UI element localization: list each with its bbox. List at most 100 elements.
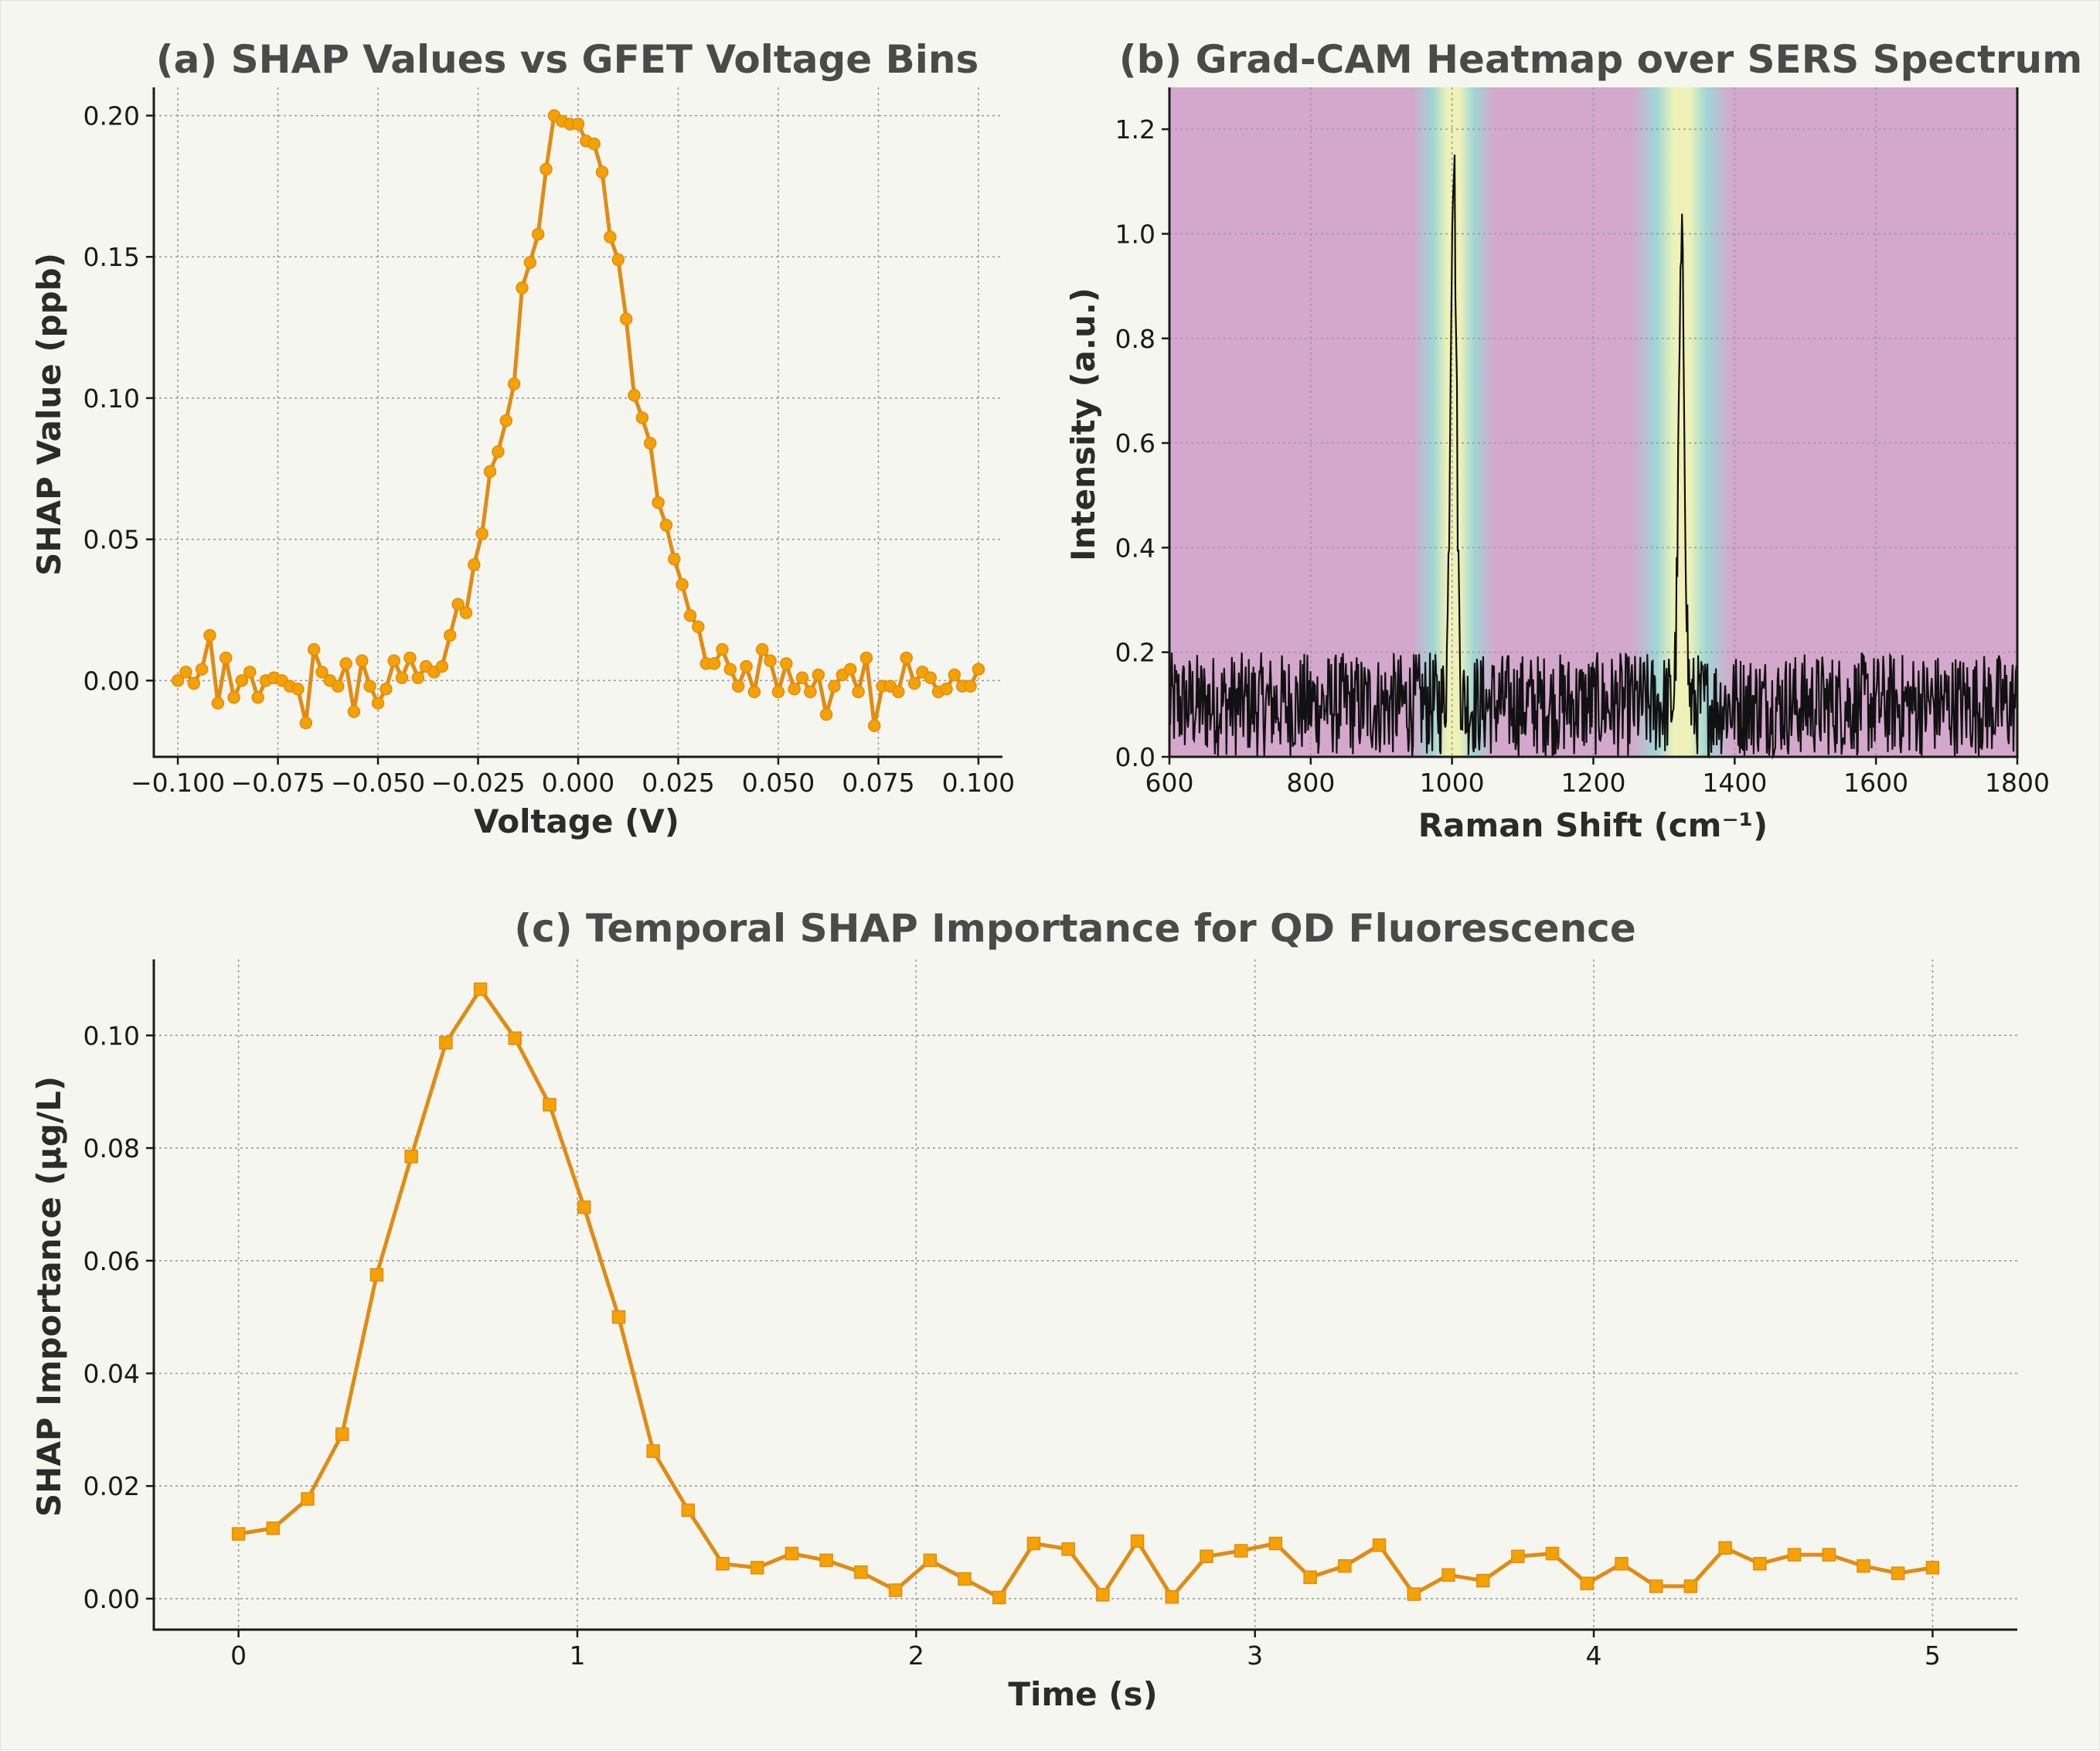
data-point bbox=[788, 683, 801, 696]
data-point bbox=[475, 527, 488, 540]
data-point bbox=[1303, 1570, 1317, 1584]
data-point bbox=[1718, 1541, 1732, 1555]
data-point bbox=[888, 1583, 903, 1597]
data-point bbox=[635, 411, 649, 424]
x-tick-label: −0.025 bbox=[431, 768, 525, 798]
data-point bbox=[411, 671, 425, 684]
panel-a-data bbox=[171, 109, 985, 733]
data-point bbox=[828, 680, 841, 693]
data-point bbox=[1026, 1536, 1041, 1551]
data-point bbox=[243, 666, 257, 679]
data-point bbox=[1061, 1542, 1075, 1556]
data-point bbox=[1096, 1588, 1110, 1602]
data-point bbox=[369, 1268, 384, 1282]
panel-b-ylabel: Intensity (a.u.) bbox=[1064, 288, 1102, 561]
data-point bbox=[1822, 1548, 1836, 1562]
data-point bbox=[1683, 1579, 1698, 1593]
data-point bbox=[668, 552, 681, 566]
data-point bbox=[339, 657, 352, 670]
data-point bbox=[795, 671, 809, 684]
x-tick-label: 5 bbox=[1925, 1640, 1941, 1671]
data-point bbox=[315, 666, 328, 679]
data-point bbox=[723, 663, 737, 676]
data-point bbox=[387, 654, 401, 668]
x-tick-label: 0.100 bbox=[942, 768, 1015, 798]
x-tick-label: 0.025 bbox=[642, 768, 714, 798]
data-point bbox=[595, 165, 609, 179]
data-point bbox=[363, 680, 376, 693]
data-point bbox=[923, 1553, 938, 1568]
data-point bbox=[750, 1561, 764, 1575]
x-tick-label: 3 bbox=[1247, 1640, 1263, 1671]
data-point bbox=[1338, 1559, 1352, 1573]
y-tick-label: 0.02 bbox=[83, 1471, 140, 1501]
y-tick-label: 0.05 bbox=[83, 525, 140, 555]
data-point bbox=[1130, 1534, 1145, 1548]
data-point bbox=[1545, 1546, 1560, 1561]
data-point bbox=[1857, 1559, 1870, 1573]
panel-a: −0.100 −0.075 −0.050 −0.025 0.000 0.025 0.050 0… bbox=[30, 37, 1015, 840]
data-point bbox=[1441, 1568, 1455, 1582]
data-point bbox=[571, 118, 585, 131]
data-point bbox=[868, 719, 881, 733]
data-point bbox=[1234, 1544, 1248, 1558]
panel-b-data bbox=[1168, 154, 2019, 760]
panel-a-xlabel: Voltage (V) bbox=[474, 802, 679, 840]
data-point bbox=[892, 685, 905, 699]
panel-c-grid bbox=[154, 959, 2017, 1630]
data-point bbox=[492, 445, 505, 458]
panel-a-grid bbox=[154, 87, 1002, 757]
data-point bbox=[780, 657, 793, 670]
data-point bbox=[907, 676, 921, 690]
data-point bbox=[940, 683, 953, 696]
data-point bbox=[356, 654, 369, 668]
panel-a-spines bbox=[152, 87, 1002, 758]
x-tick-label: 0.000 bbox=[542, 768, 614, 798]
data-point bbox=[1407, 1587, 1421, 1601]
data-point bbox=[707, 657, 721, 670]
data-point bbox=[379, 683, 393, 696]
data-point bbox=[587, 137, 601, 151]
data-point bbox=[231, 1527, 246, 1541]
y-tick-label: 0.0 bbox=[1115, 742, 1156, 772]
panel-c-ylabel: SHAP Importance (μg/L) bbox=[30, 1076, 68, 1517]
data-point bbox=[764, 654, 777, 668]
data-point bbox=[900, 651, 913, 665]
x-tick-label: 0.050 bbox=[742, 768, 815, 798]
panel-a-title: (a) SHAP Values vs GFET Voltage Bins bbox=[156, 37, 979, 82]
x-tick-label: 4 bbox=[1586, 1640, 1602, 1671]
data-point bbox=[716, 1557, 730, 1571]
y-tick-label: 0.6 bbox=[1115, 428, 1156, 458]
data-point bbox=[335, 1427, 349, 1441]
data-point bbox=[507, 377, 521, 390]
panel-b-spines bbox=[1168, 87, 2019, 758]
x-tick-label: 0 bbox=[230, 1640, 247, 1671]
data-point bbox=[812, 668, 825, 682]
data-point bbox=[508, 1031, 522, 1045]
x-tick-label: 1400 bbox=[1702, 768, 1767, 798]
data-point bbox=[646, 1444, 660, 1458]
data-point bbox=[331, 680, 345, 693]
data-point bbox=[251, 691, 264, 704]
data-point bbox=[347, 705, 361, 718]
data-point bbox=[499, 414, 513, 428]
data-point bbox=[1372, 1538, 1387, 1552]
y-tick-label: 0.2 bbox=[1115, 638, 1156, 668]
data-point bbox=[444, 629, 457, 642]
data-point bbox=[266, 1521, 281, 1535]
data-point bbox=[543, 1098, 556, 1112]
panel-b-xlabel: Raman Shift (cm⁻¹) bbox=[1418, 806, 1768, 844]
data-point bbox=[539, 162, 553, 176]
y-tick-label: 0.00 bbox=[83, 1584, 140, 1614]
y-tick-label: 0.15 bbox=[83, 242, 140, 272]
x-tick-label: 600 bbox=[1145, 768, 1194, 798]
data-point bbox=[659, 519, 673, 532]
data-point bbox=[852, 685, 865, 699]
data-point bbox=[958, 1572, 972, 1586]
data-point bbox=[227, 691, 240, 704]
data-point bbox=[652, 496, 665, 509]
panel-c-xlabel: Time (s) bbox=[1008, 1675, 1157, 1713]
data-point bbox=[1475, 1573, 1490, 1588]
data-point bbox=[179, 666, 192, 679]
